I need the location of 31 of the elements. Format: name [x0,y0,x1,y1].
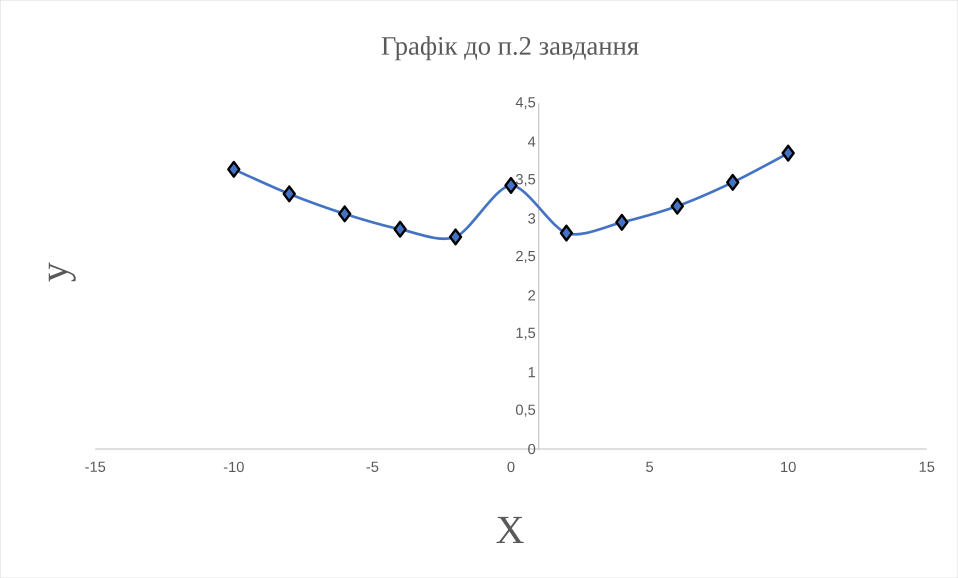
x-tick-label: 10 [781,462,796,472]
x-tick-label: -15 [85,462,106,472]
y-tick-label: 0 [528,444,536,454]
y-tick-label: 3 [528,213,536,224]
point [726,174,740,191]
y-tick-label: 1 [528,367,536,378]
x-tick-label: -10 [224,462,244,472]
point [393,220,407,238]
y-axis-title: y [48,262,76,282]
point [227,160,241,178]
point [560,224,574,242]
x-tick-label: 0 [507,462,514,472]
x-tick-label: -5 [366,462,378,472]
y-tick-label: 3,5 [516,174,536,186]
y-tick-label: 4 [528,136,536,147]
point [615,214,629,231]
y-tick-label: 2 [528,290,536,300]
point [338,205,352,222]
point [670,198,684,215]
point [282,185,296,202]
point [504,176,518,194]
x-tick-label: 15 [920,462,934,472]
y-tick-label: 1,5 [516,328,536,340]
y-tick-label: 4,5 [516,97,536,110]
y-tick-label: 2,5 [516,250,536,263]
point [781,144,795,162]
x-axis-title: X [496,516,524,543]
x-tick-label: 5 [646,462,654,472]
y-tick-label: 0,5 [516,404,536,417]
chart-title: Графік до п.2 завдання [382,36,639,60]
point [448,228,462,246]
